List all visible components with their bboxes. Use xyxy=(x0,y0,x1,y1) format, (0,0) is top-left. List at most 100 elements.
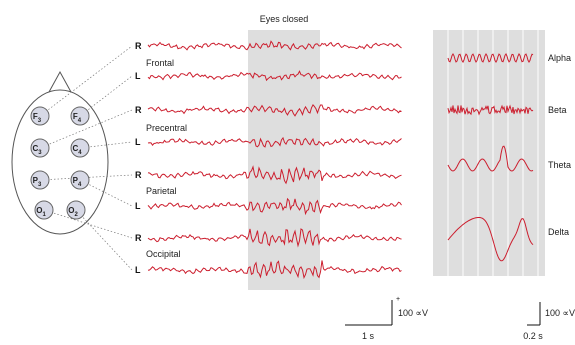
band-label: Beta xyxy=(548,105,567,115)
electrode-f4: F4 xyxy=(70,106,90,126)
eeg-trace-parietal-l xyxy=(147,197,402,216)
electrode-label: P3 xyxy=(33,176,42,188)
electrode-circle xyxy=(70,170,90,190)
region-parietal: Parietal R L xyxy=(135,165,402,216)
region-occipital: Occipital R L xyxy=(135,228,402,280)
band-inset: Alpha Beta Theta Delta xyxy=(433,30,571,276)
electrode-label: P4 xyxy=(73,176,82,188)
region-label: Frontal xyxy=(146,58,174,68)
band-trace-delta xyxy=(447,217,534,262)
eeg-trace-occipital-r xyxy=(147,228,402,248)
electrode-letter: O xyxy=(68,206,74,215)
electrode-letter: C xyxy=(72,144,78,153)
region-label: Parietal xyxy=(146,186,177,196)
band-delta: Delta xyxy=(447,217,569,262)
eeg-trace-precentral-l xyxy=(147,136,402,148)
electrode-o1: O1 xyxy=(34,200,54,220)
scale-left-plus: + xyxy=(396,296,400,303)
band-label: Theta xyxy=(548,160,571,170)
electrode-label: O1 xyxy=(36,206,46,218)
electrode-letter: C xyxy=(32,144,38,153)
electrode-subscript: 3 xyxy=(38,182,42,188)
electrode-circle xyxy=(30,106,50,126)
electrode-subscript: 3 xyxy=(38,118,42,124)
band-inset-gridlines xyxy=(447,30,539,276)
scale-left-time: 1 s xyxy=(362,331,375,341)
side-label-r: R xyxy=(135,233,142,243)
electrode-subscript: 2 xyxy=(74,212,78,218)
electrode-circle xyxy=(30,138,50,158)
band-alpha: Alpha xyxy=(447,53,571,63)
eyes-closed-label: Eyes closed xyxy=(260,14,309,24)
scale-bar-right: 100 ∝V 0.2 s xyxy=(523,302,575,341)
scale-left-voltage: 100 ∝V xyxy=(398,308,428,318)
connector-line xyxy=(79,75,133,117)
electrode-subscript: 4 xyxy=(78,182,82,188)
electrode-label: F3 xyxy=(33,112,42,124)
electrode-circle xyxy=(66,200,86,220)
head-nose xyxy=(48,70,72,93)
connector-line xyxy=(43,209,133,239)
eeg-trace-frontal-r xyxy=(147,40,402,51)
band-label: Delta xyxy=(548,227,569,237)
electrode-letter: P xyxy=(73,176,79,185)
electrode-circle xyxy=(34,200,54,220)
eeg-trace-precentral-r xyxy=(147,104,402,117)
electrode-o2: O2 xyxy=(66,200,86,220)
electrode-letter: O xyxy=(36,206,42,215)
electrode-subscript: 1 xyxy=(42,212,46,218)
electrode-circle xyxy=(30,170,50,190)
side-label-r: R xyxy=(135,170,142,180)
electrode-f3: F3 xyxy=(30,106,50,126)
side-label-l: L xyxy=(135,137,141,147)
electrode-subscript: 4 xyxy=(78,150,82,156)
electrode-p4: P4 xyxy=(70,170,90,190)
region-label: Precentral xyxy=(146,123,187,133)
side-label-l: L xyxy=(135,201,141,211)
electrode-label: F4 xyxy=(73,112,82,124)
eeg-trace-parietal-r xyxy=(147,165,402,185)
scale-right-voltage: 100 ∝V xyxy=(545,308,575,318)
connector-line xyxy=(75,209,133,271)
band-trace-beta xyxy=(447,104,534,116)
band-theta: Theta xyxy=(447,145,571,172)
band-label: Alpha xyxy=(548,53,571,63)
eyes-closed-band xyxy=(248,30,320,290)
band-trace-theta xyxy=(447,145,534,172)
electrode-letter: F xyxy=(33,112,38,121)
electrode-subscript: 3 xyxy=(38,150,42,156)
electrode-subscript: 4 xyxy=(78,118,82,124)
side-label-r: R xyxy=(135,41,142,51)
side-label-l: L xyxy=(135,71,141,81)
side-label-r: R xyxy=(135,105,142,115)
electrode-label: C3 xyxy=(32,144,42,156)
side-label-l: L xyxy=(135,265,141,275)
band-beta: Beta xyxy=(447,104,567,116)
electrode-c4: C4 xyxy=(70,138,90,158)
band-traces: Alpha Beta Theta Delta xyxy=(447,53,571,262)
band-inset-panel xyxy=(433,30,545,276)
electrode-p3: P3 xyxy=(30,170,50,190)
scale-right-time: 0.2 s xyxy=(523,331,543,341)
electrode-circle xyxy=(70,138,90,158)
connector-line xyxy=(39,109,133,149)
region-precentral: Precentral R L xyxy=(135,104,402,148)
scale-bar-left: + 100 ∝V 1 s xyxy=(345,296,428,341)
band-trace-alpha xyxy=(447,53,534,63)
electrode-label: O2 xyxy=(68,206,78,218)
region-label: Occipital xyxy=(146,249,181,259)
electrode-label: C4 xyxy=(72,144,82,156)
electrode-c3: C3 xyxy=(30,138,50,158)
region-frontal: Frontal R L xyxy=(135,40,402,82)
electrode-circle xyxy=(70,106,90,126)
connector-line xyxy=(79,179,133,207)
eeg-trace-frontal-l xyxy=(147,70,402,82)
head-outline xyxy=(11,89,109,235)
electrode-letter: F xyxy=(73,112,78,121)
eeg-trace-occipital-l xyxy=(147,260,402,280)
eeg-channels: FrontalRLPrecentralRLParietalRLOccipital… xyxy=(135,40,402,280)
electrode-letter: P xyxy=(33,176,39,185)
